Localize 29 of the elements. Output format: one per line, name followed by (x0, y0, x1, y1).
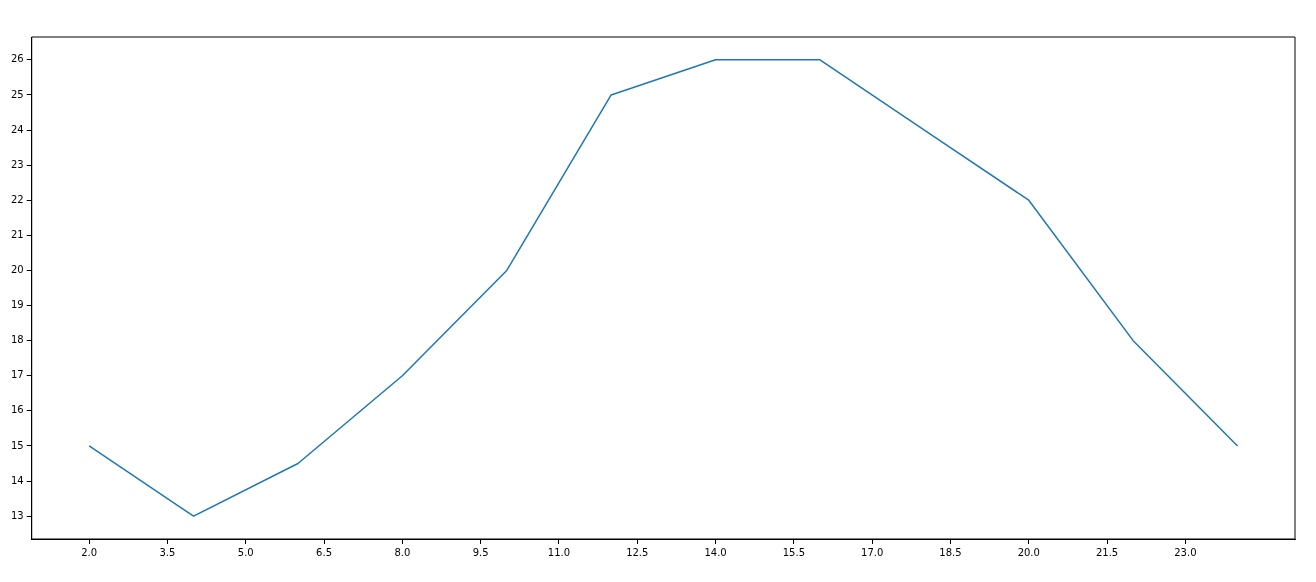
y-tick-label: 20 (10, 264, 24, 276)
x-tick-label: 18.5 (939, 546, 962, 558)
x-tick-label: 9.5 (472, 546, 489, 558)
x-tick-label: 14.0 (704, 546, 727, 558)
x-tick-label: 5.0 (237, 546, 254, 558)
y-tick-label: 26 (10, 53, 24, 65)
y-tick-label: 15 (10, 439, 24, 451)
y-tick-label: 22 (10, 193, 24, 205)
y-tick-label: 17 (10, 369, 24, 381)
y-tick-label: 18 (10, 334, 24, 346)
y-tick-label: 21 (10, 228, 24, 240)
x-tick-label: 3.5 (159, 546, 176, 558)
x-tick-label: 20.0 (1017, 546, 1040, 558)
x-tick-label: 6.5 (316, 546, 333, 558)
y-tick-label: 14 (10, 474, 24, 486)
y-tick-label: 24 (10, 123, 24, 135)
x-tick-label: 11.0 (547, 546, 571, 558)
y-tick-label: 19 (10, 299, 24, 311)
x-tick-label: 17.0 (861, 546, 884, 558)
y-tick-label: 25 (10, 88, 24, 100)
x-tick-label: 15.5 (782, 546, 805, 558)
x-tick-label: 21.5 (1095, 546, 1119, 558)
y-tick-label: 16 (10, 404, 24, 416)
y-tick-label: 23 (10, 158, 24, 170)
x-tick-label: 12.5 (626, 546, 649, 558)
x-tick-label: 23.0 (1174, 546, 1197, 558)
x-tick-label: 8.0 (394, 546, 411, 558)
x-tick-label: 2.0 (81, 546, 98, 558)
y-tick-label: 13 (10, 509, 24, 521)
